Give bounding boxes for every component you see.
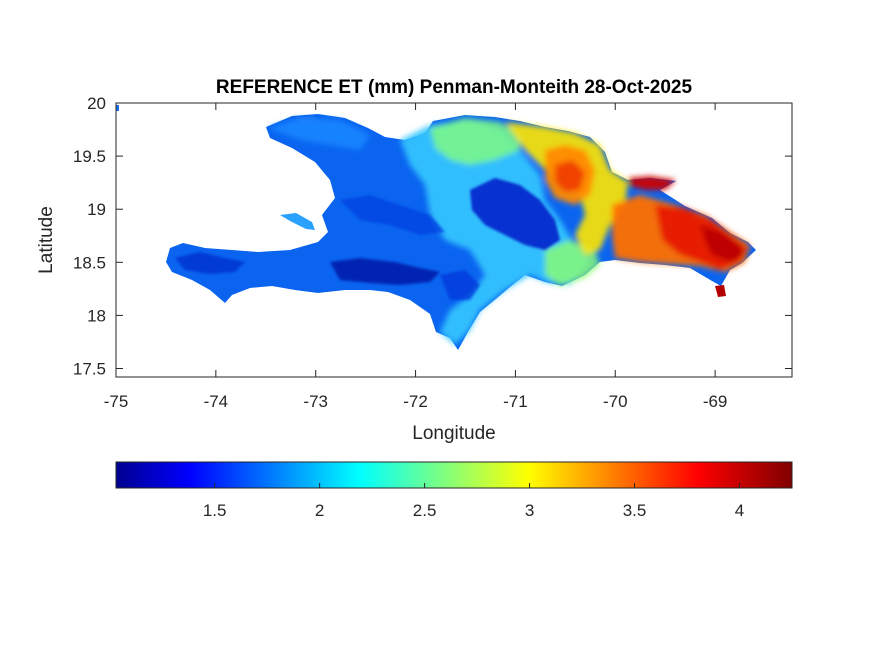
colorbar: 1.5 2 2.5 3 3.5 4 (115, 461, 793, 520)
colorbar-tick-label: 4 (735, 501, 744, 520)
zone-east-darkred (700, 225, 745, 262)
x-axis-label: Longitude (412, 423, 495, 444)
x-tick-label: -74 (204, 392, 229, 411)
zone-north-green (430, 118, 520, 165)
colorbar-tick-label: 2 (315, 501, 324, 520)
et-map (116, 105, 756, 350)
colorbar-tick-label: 3 (525, 501, 534, 520)
y-tick-label: 19.5 (73, 147, 106, 166)
x-tick-label: -72 (403, 392, 428, 411)
colorbar-gradient (115, 461, 793, 489)
island-saona (715, 285, 726, 297)
x-tick-label: -73 (303, 392, 328, 411)
zone-south-darkblue (330, 258, 440, 285)
zone-central-darkblue (470, 178, 560, 250)
x-tick-label: -71 (503, 392, 528, 411)
x-tick-label: -75 (104, 392, 129, 411)
zone-samana-red (628, 176, 676, 190)
zone-cibao-red (555, 160, 585, 192)
y-tick-label: 19 (87, 200, 106, 219)
plot-area-border (115, 102, 793, 378)
y-tick-label: 18 (87, 306, 106, 325)
corner-speck (116, 105, 119, 111)
x-tick-label: -70 (603, 392, 628, 411)
x-axis-ticks: -75 -74 -73 -72 -71 -70 -69 (104, 103, 728, 411)
zone-haiti-central-dark (340, 195, 445, 235)
island-gonave (280, 213, 315, 230)
y-tick-label: 20 (87, 94, 106, 113)
colorbar-tick-label: 3.5 (623, 501, 647, 520)
colorbar-tick-label: 2.5 (413, 501, 437, 520)
zone-central-cyan (400, 120, 590, 345)
y-axis-ticks: 17.5 18 18.5 19 19.5 20 (73, 94, 792, 379)
chart-title: REFERENCE ET (mm) Penman-Monteith 28-Oct… (216, 77, 693, 98)
y-tick-label: 17.5 (73, 360, 106, 379)
colorbar-tick-label: 1.5 (203, 501, 227, 520)
colorbar-ticks: 1.5 2 2.5 3 3.5 4 (203, 483, 744, 520)
zone-haiti-north-light (268, 118, 370, 150)
zone-southwest-darkblue (175, 252, 245, 274)
zone-cordillera-dark (440, 270, 480, 300)
x-tick-label: -69 (703, 392, 728, 411)
y-tick-label: 18.5 (73, 253, 106, 272)
zone-yellow (505, 122, 628, 255)
et-color-zones (175, 118, 750, 345)
y-axis-label: Latitude (36, 206, 57, 274)
